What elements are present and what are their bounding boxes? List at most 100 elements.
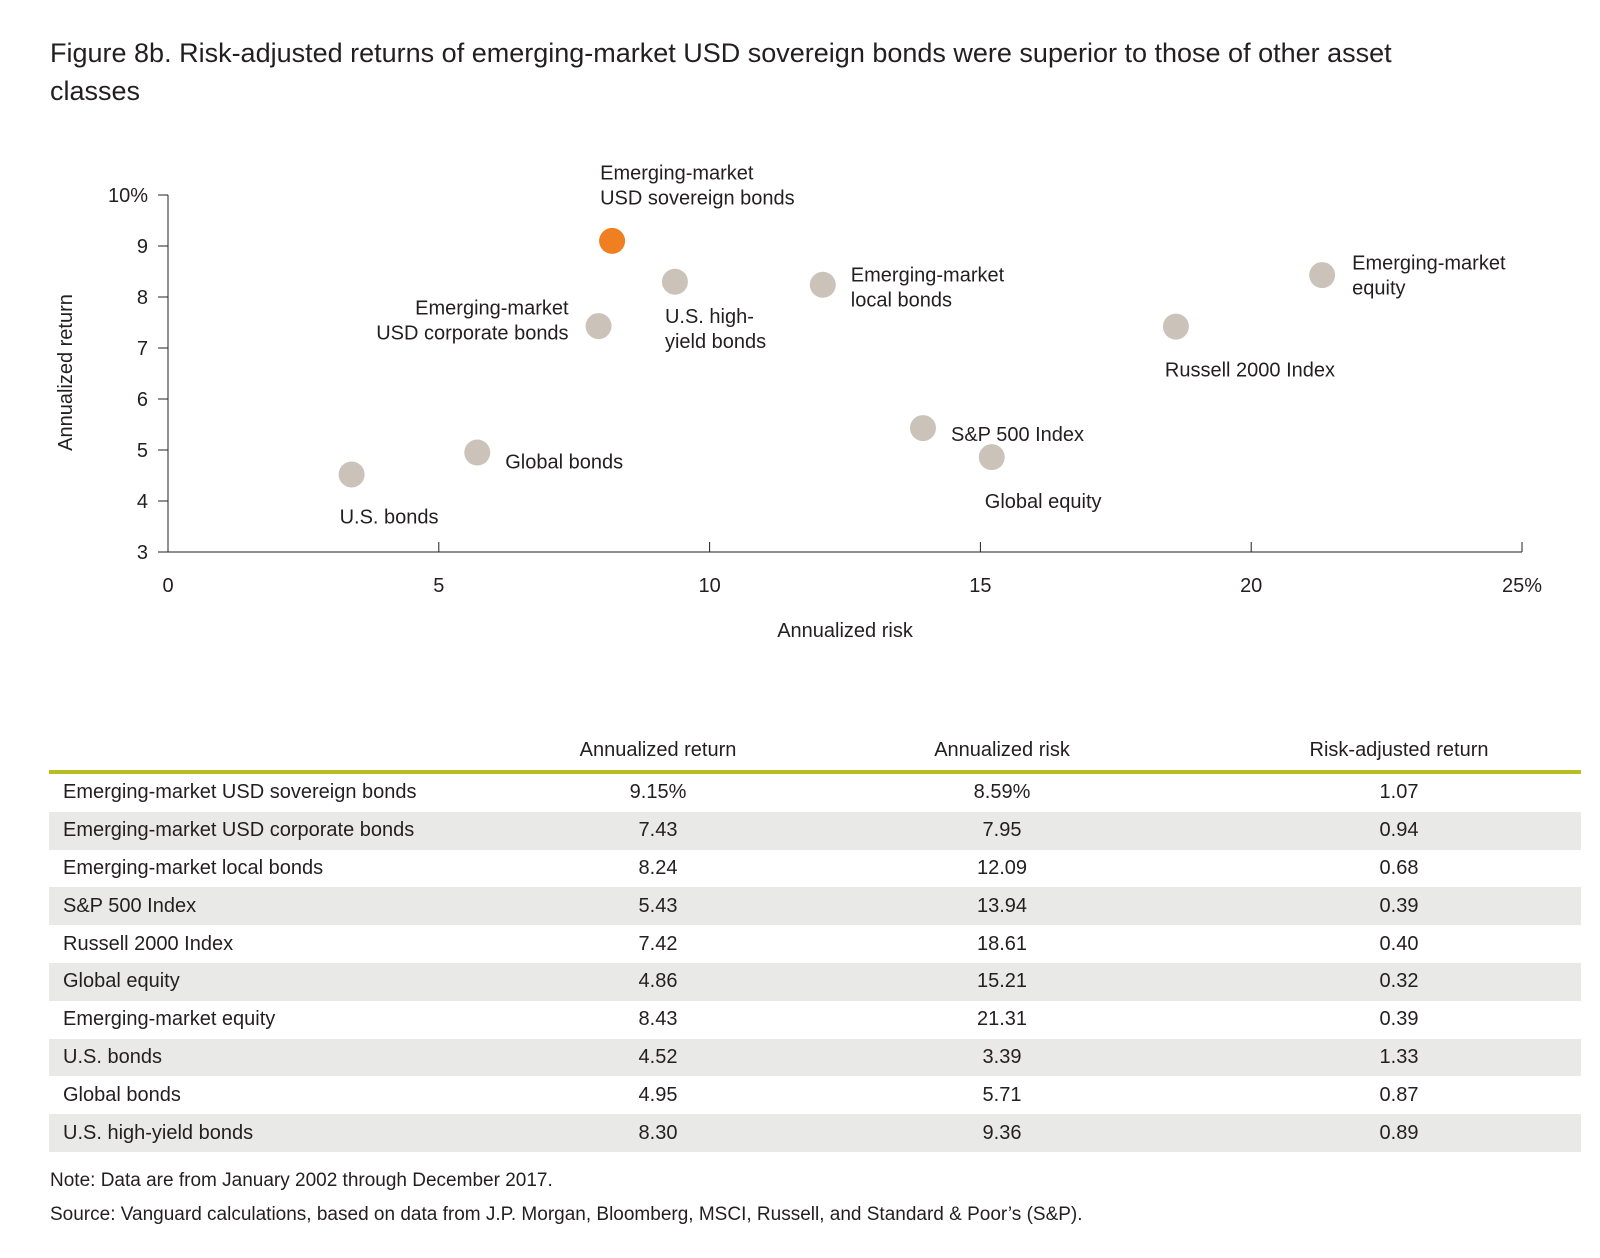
table-header-name	[49, 730, 529, 774]
table-row: Emerging-market equity 8.43 21.31 0.39	[49, 1001, 1581, 1039]
table-row: Global bonds 4.95 5.71 0.87	[49, 1076, 1581, 1114]
table-cell: 1.33	[1217, 1038, 1581, 1077]
table-cell: 5.71	[982, 1083, 1022, 1106]
table-body: Emerging-market USD sovereign bonds 9.15%…	[49, 772, 1581, 1152]
figure-title: Figure 8b. Risk-adjusted returns of emer…	[50, 38, 1392, 106]
table-cell: 12.09	[976, 856, 1028, 879]
row-label: S&P 500 Index	[49, 887, 529, 926]
y-tick-label: 10%	[108, 185, 148, 207]
source-text: Vanguard calculations, based on data fro…	[115, 1204, 1083, 1225]
table-cell: 8.43	[638, 1008, 678, 1031]
table-row: U.S. high-yield bonds 8.30 9.36 0.89	[49, 1114, 1581, 1152]
label-em-usd-corporate: Emerging-market USD corporate bonds	[376, 298, 569, 345]
scatter-chart: 3 4 5 6 7 8 9 10% 0 5 10 15 20 25% Annualized risk Annu…	[55, 162, 1542, 642]
x-axis-title: Annualized risk	[777, 620, 914, 642]
table-cell: 0.40	[1379, 932, 1419, 955]
table-row: Russell 2000 Index 7.42 18.61 0.40	[49, 925, 1581, 963]
label-em-local: Emerging-market local bonds	[851, 264, 1005, 311]
table-cell: 0.89	[1217, 1114, 1581, 1152]
table-cell: 21.31	[976, 1008, 1028, 1031]
y-tick-label: 6	[137, 389, 148, 411]
chart-axes: 3 4 5 6 7 8 9 10% 0 5 10 15 20 25% Annualized risk Annu…	[55, 185, 1542, 642]
row-label: Emerging-market USD sovereign bonds	[63, 781, 417, 804]
table-cell: 4.95	[638, 1083, 678, 1106]
table-cell: 13.94	[787, 887, 1217, 926]
y-tick-label: 5	[137, 440, 148, 462]
x-tick-label: 5	[433, 575, 444, 597]
point-sp-500	[909, 415, 936, 442]
table-cell: 0.39	[1217, 887, 1581, 926]
table-row: Emerging-market USD sovereign bonds 9.15%…	[49, 772, 1581, 812]
table-cell: 8.59%	[973, 781, 1031, 804]
note-text: Data are from January 2002 through Decem…	[95, 1170, 553, 1191]
row-label: Emerging-market equity	[63, 1008, 276, 1031]
point-global-equity	[978, 444, 1005, 471]
label-russell-2000: Russell 2000 Index	[1165, 360, 1335, 382]
point-russell-2000	[1162, 313, 1189, 340]
table-cell: 9.36	[787, 1114, 1217, 1152]
table-cell: 3.39	[787, 1038, 1217, 1077]
x-tick-label: 20	[1240, 575, 1262, 597]
row-label: Emerging-market USD corporate bonds	[49, 811, 529, 850]
table-cell: 0.32	[1217, 962, 1581, 1001]
y-tick-label: 8	[137, 287, 148, 309]
table-header-risk-adjusted: Risk-adjusted return	[1217, 730, 1581, 774]
row-label: Global equity	[49, 962, 529, 1001]
row-label: Global bonds	[63, 1083, 181, 1106]
table-row: Emerging-market local bonds 8.24 12.09 0.68	[49, 850, 1581, 888]
table-cell: 5.43	[529, 887, 787, 926]
table-cell: 15.21	[787, 962, 1217, 1001]
point-em-usd-sovereign	[599, 227, 626, 254]
table-cell: 7.43	[529, 811, 787, 850]
point-em-local	[809, 271, 836, 298]
table-cell: 4.52	[529, 1038, 787, 1077]
point-em-usd-corporate	[585, 313, 612, 340]
label-global-equity: Global equity	[985, 491, 1102, 513]
point-global-bonds	[464, 439, 491, 466]
label-global-bonds: Global bonds	[505, 452, 623, 474]
label-em-equity: Emerging-market equity	[1352, 253, 1506, 300]
label-us-bonds: U.S. bonds	[340, 506, 439, 528]
table-cell: 7.42	[638, 932, 678, 955]
chart-point-labels: Emerging-market USD sovereign bonds Emergi…	[340, 162, 1506, 528]
table-header-risk: Annualized risk	[787, 730, 1217, 774]
table-row: S&P 500 Index 5.43 13.94 0.39	[49, 887, 1581, 926]
table-cell: 8.24	[638, 856, 678, 879]
table-cell: 0.94	[1217, 811, 1581, 850]
label-em-usd-sovereign: Emerging-market USD sovereign bonds	[600, 162, 795, 209]
table-header-row: Annualized return Annualized risk Risk-a…	[49, 730, 1581, 774]
x-tick-label: 25%	[1502, 575, 1542, 597]
source-line: Source: Vanguard calculations, based on …	[50, 1204, 1083, 1226]
table-cell: 8.30	[529, 1114, 787, 1152]
table-cell: 0.68	[1379, 856, 1419, 879]
source-label: Source:	[50, 1204, 116, 1225]
table-cell: 4.86	[529, 962, 787, 1001]
x-tick-label: 10	[698, 575, 720, 597]
row-label: Emerging-market local bonds	[63, 856, 324, 879]
data-table: Annualized return Annualized risk Risk-a…	[49, 730, 1581, 1152]
x-tick-label: 0	[162, 575, 173, 597]
y-axis-title: Annualized return	[55, 294, 77, 451]
table-cell: 9.15%	[629, 781, 687, 804]
point-em-equity	[1309, 262, 1336, 289]
table-row: U.S. bonds 4.52 3.39 1.33	[49, 1038, 1581, 1077]
table-row: Emerging-market USD corporate bonds 7.43 7…	[49, 811, 1581, 850]
table-header-return: Annualized return	[529, 730, 787, 774]
note-label: Note:	[50, 1170, 96, 1191]
row-label: U.S. bonds	[49, 1038, 529, 1077]
table-cell: 0.87	[1379, 1083, 1419, 1106]
y-tick-label: 9	[137, 236, 148, 258]
table-cell: 1.07	[1379, 781, 1419, 804]
label-us-high-yield: U.S. high-yield bonds	[665, 306, 766, 353]
table-cell: 18.61	[976, 932, 1028, 955]
table-cell: 7.95	[787, 811, 1217, 850]
table-row: Global equity 4.86 15.21 0.32	[49, 962, 1581, 1001]
point-us-bonds	[338, 461, 365, 488]
label-sp-500: S&P 500 Index	[951, 424, 1084, 446]
x-tick-label: 15	[969, 575, 991, 597]
note-line: Note: Data are from January 2002 through…	[50, 1170, 553, 1192]
table-cell: 0.39	[1379, 1008, 1419, 1031]
y-tick-label: 7	[137, 338, 148, 360]
row-label: U.S. high-yield bonds	[49, 1114, 529, 1152]
row-label: Russell 2000 Index	[63, 932, 234, 955]
